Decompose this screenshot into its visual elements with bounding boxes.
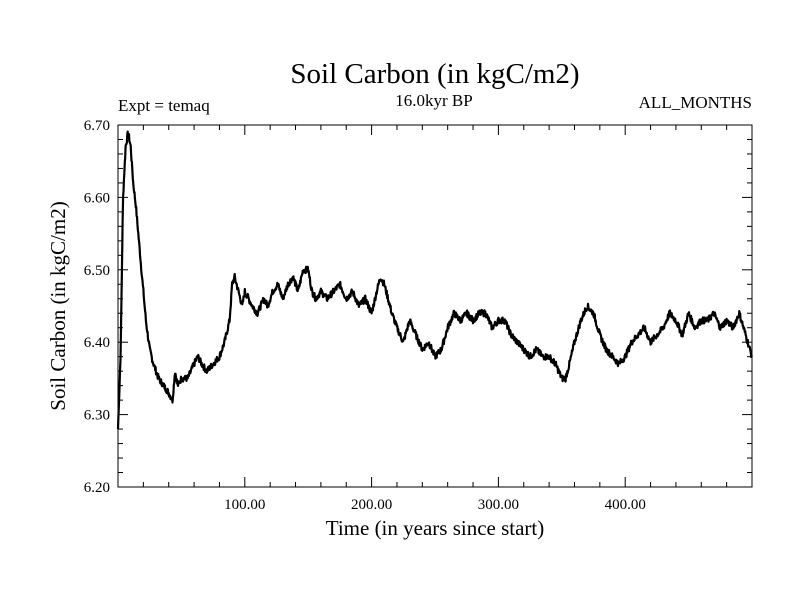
experiment-label: Expt = temaq <box>118 96 210 115</box>
y-tick-label: 6.50 <box>84 263 110 279</box>
x-axis-label: Time (in years since start) <box>326 516 545 540</box>
y-axis-label: Soil Carbon (in kgC/m2) <box>46 201 70 410</box>
y-tick-labels: 6.20 6.30 6.40 6.50 6.60 6.70 <box>84 118 110 496</box>
x-tick-label: 300.00 <box>478 497 519 513</box>
y-tick-label: 6.60 <box>84 190 110 206</box>
x-tick-label: 200.00 <box>351 497 392 513</box>
chart-title: Soil Carbon (in kgC/m2) <box>290 58 579 90</box>
period-label: 16.0kyr BP <box>395 91 472 110</box>
axis-ticks <box>118 124 752 488</box>
x-tick-label: 100.00 <box>224 497 265 513</box>
y-tick-label: 6.70 <box>84 118 110 134</box>
x-tick-label: 400.00 <box>605 497 646 513</box>
series-line-soil-carbon <box>116 130 753 430</box>
y-tick-label: 6.30 <box>84 408 110 424</box>
y-tick-label: 6.40 <box>84 335 110 351</box>
x-tick-labels: 100.00 200.00 300.00 400.00 <box>224 497 646 513</box>
y-tick-label: 6.20 <box>84 480 110 496</box>
plot-frame <box>117 124 753 488</box>
months-label: ALL_MONTHS <box>639 93 752 112</box>
